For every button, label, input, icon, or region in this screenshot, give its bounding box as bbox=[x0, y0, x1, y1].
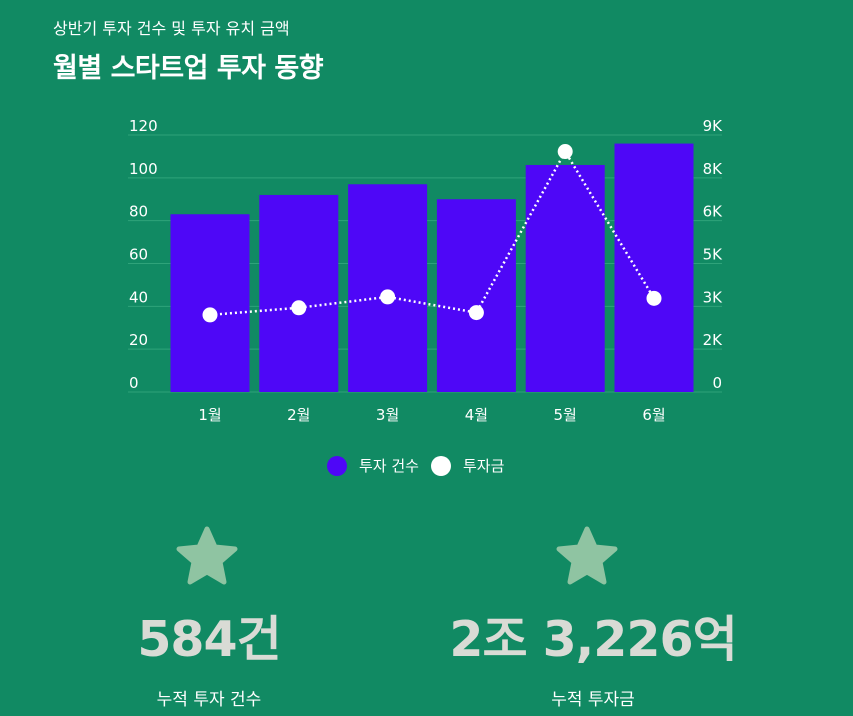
stat-total-amount-value: 2조 3,226억 bbox=[449, 611, 737, 668]
y-left-tick-label: 100 bbox=[129, 160, 158, 178]
x-tick-label: 2월 bbox=[287, 406, 310, 424]
point-2 bbox=[291, 300, 307, 316]
y-right-tick-label: 2K bbox=[703, 331, 724, 349]
y-left-tick-label: 40 bbox=[129, 288, 148, 306]
point-3 bbox=[380, 289, 396, 305]
investment-chart: 0 20 40 60 80 100 120 0 2K 3K 5K 6K 8K 9K 1월 2월 3월 4월 5월 6월 bbox=[128, 117, 724, 424]
y-left-tick-label: 0 bbox=[129, 374, 139, 392]
chart-title: 월별 스타트업 투자 동향 bbox=[53, 53, 324, 84]
bar-6 bbox=[614, 143, 694, 392]
x-tick-label: 3월 bbox=[376, 406, 399, 424]
y-right-tick-label: 5K bbox=[703, 246, 724, 264]
y-left-tick-label: 20 bbox=[129, 331, 148, 349]
point-5 bbox=[557, 144, 573, 160]
point-1 bbox=[202, 307, 218, 323]
bar-2 bbox=[259, 194, 339, 392]
legend-swatch-amount bbox=[430, 455, 451, 476]
legend-item-amount[interactable]: 투자금 bbox=[430, 455, 505, 476]
x-tick-label: 1월 bbox=[198, 406, 221, 424]
bar-4 bbox=[436, 199, 516, 392]
legend-label-amount: 투자금 bbox=[462, 457, 505, 475]
stat-total-count-label: 누적 투자 건수 bbox=[156, 690, 262, 710]
star-icon bbox=[176, 526, 238, 585]
bar-1 bbox=[170, 214, 250, 392]
stat-total-amount-label: 누적 투자금 bbox=[551, 690, 635, 710]
y-right-tick-label: 3K bbox=[703, 288, 724, 306]
legend-label-count: 투자 건수 bbox=[359, 457, 419, 475]
bar-5 bbox=[525, 164, 605, 392]
stat-total-count-value: 584건 bbox=[137, 611, 281, 668]
y-right-tick-label: 9K bbox=[703, 117, 724, 135]
legend-item-count[interactable]: 투자 건수 bbox=[327, 455, 419, 476]
y-right-tick-label: 8K bbox=[703, 160, 724, 178]
point-6 bbox=[646, 290, 662, 306]
point-4 bbox=[468, 305, 484, 321]
stat-total-amount: 2조 3,226억 누적 투자금 bbox=[443, 600, 743, 710]
y-left-tick-label: 120 bbox=[129, 117, 158, 135]
line-series-amount bbox=[209, 149, 656, 317]
x-tick-label: 5월 bbox=[554, 406, 577, 424]
star-icon bbox=[556, 526, 618, 585]
y-left-tick-label: 80 bbox=[129, 203, 148, 221]
y-right-tick-label: 0 bbox=[712, 374, 722, 392]
x-tick-label: 4월 bbox=[465, 406, 488, 424]
chart-subtitle: 상반기 투자 건수 및 투자 유치 금액 bbox=[53, 19, 290, 38]
bar-3 bbox=[348, 184, 428, 392]
chart-legend: 투자 건수 투자금 bbox=[327, 455, 516, 476]
y-right-tick-label: 6K bbox=[703, 203, 724, 221]
stat-total-count: 584건 누적 투자 건수 bbox=[59, 600, 359, 710]
y-left-tick-label: 60 bbox=[129, 246, 148, 264]
x-tick-label: 6월 bbox=[642, 406, 665, 424]
legend-swatch-count bbox=[327, 455, 347, 476]
